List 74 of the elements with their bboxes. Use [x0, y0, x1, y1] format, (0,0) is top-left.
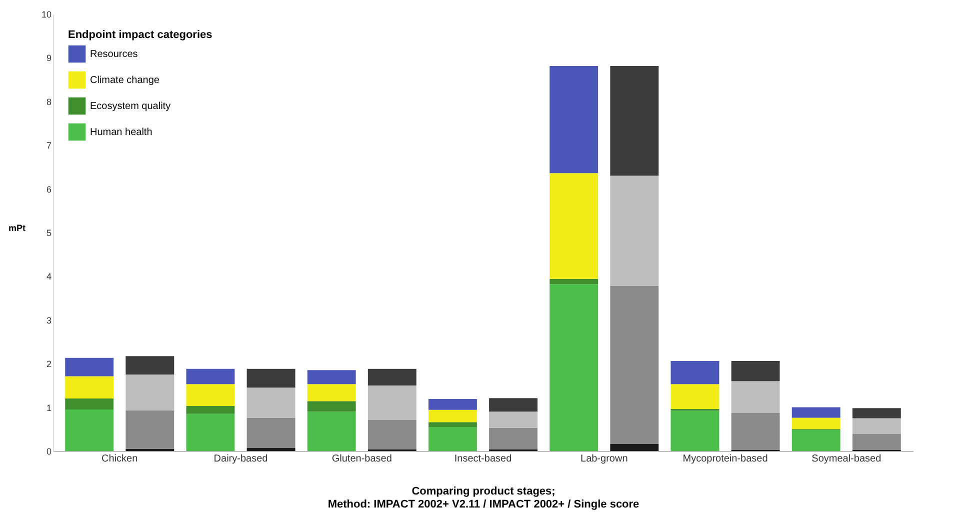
bar [852, 418, 901, 434]
y-tick-label: 0 [46, 446, 52, 456]
bar [186, 384, 235, 406]
bar [792, 430, 840, 451]
bar [246, 418, 296, 448]
x-tick-label: Soymeal-based [812, 454, 882, 464]
bar [307, 370, 356, 384]
bar [246, 388, 296, 418]
x-tick-label: Insect-based [454, 454, 512, 464]
y-tick-label: 6 [46, 184, 52, 194]
y-tick-label: 1 [46, 402, 52, 413]
legend-label: Climate change [90, 75, 160, 86]
y-tick-label: 2 [46, 359, 52, 370]
bar [852, 434, 901, 450]
bar [792, 407, 840, 418]
bar [126, 374, 174, 410]
bar [186, 414, 235, 451]
bar [246, 368, 296, 388]
y-tick-label: 4 [46, 272, 52, 282]
bar [65, 358, 114, 376]
bar [792, 418, 840, 430]
bar [307, 412, 356, 451]
bar [610, 286, 659, 444]
bar [610, 176, 659, 286]
y-tick-label: 9 [46, 53, 52, 64]
legend-label: Ecosystem quality [90, 101, 171, 112]
y-tick-label: 3 [46, 315, 52, 326]
x-tick-label: Dairy-based [214, 454, 268, 464]
bar [550, 284, 598, 451]
x-tick-label: Lab-grown [580, 454, 628, 464]
bar [550, 66, 598, 174]
bar [550, 173, 598, 279]
bar [307, 384, 356, 402]
bar [610, 66, 659, 176]
bar [186, 406, 235, 414]
bar [428, 410, 477, 422]
y-axis-title: mPt [8, 223, 26, 233]
legend-label: Human health [90, 127, 152, 138]
bar [428, 398, 477, 410]
x-tick-label: Chicken [102, 454, 138, 464]
bar [731, 381, 780, 413]
bar [670, 384, 720, 410]
bar [65, 398, 114, 410]
bar [368, 385, 416, 420]
bar [126, 356, 174, 375]
bar [610, 444, 659, 451]
bar [489, 398, 538, 412]
legend-title: Endpoint impact categories [68, 29, 212, 41]
bar [550, 278, 598, 284]
bar [670, 360, 720, 384]
bar [246, 448, 296, 451]
bar [428, 422, 477, 427]
y-tick-label: 5 [46, 228, 52, 238]
legend-label: Resources [90, 49, 138, 60]
bar [368, 420, 416, 450]
y-tick-label: 8 [46, 96, 52, 107]
x-tick-label: Mycoprotein-based [682, 454, 768, 464]
x-tick-label: Gluten-based [332, 454, 392, 464]
bar [852, 408, 901, 418]
bar [368, 368, 416, 386]
bar [126, 410, 174, 449]
bar [489, 412, 538, 428]
bar [670, 410, 720, 451]
y-tick-label: 10 [41, 10, 52, 20]
bar [65, 376, 114, 399]
x-axis-title: Comparing product stages; Method: IMPACT 2002+ V2.11 / IMPACT 2002+ / Single score [328, 486, 640, 510]
bar [428, 426, 477, 451]
bar [489, 428, 538, 450]
bar [65, 409, 114, 451]
bar [307, 401, 356, 412]
bar [186, 368, 235, 384]
bar [731, 360, 780, 382]
bar [731, 412, 780, 450]
y-tick-label: 7 [46, 140, 52, 151]
